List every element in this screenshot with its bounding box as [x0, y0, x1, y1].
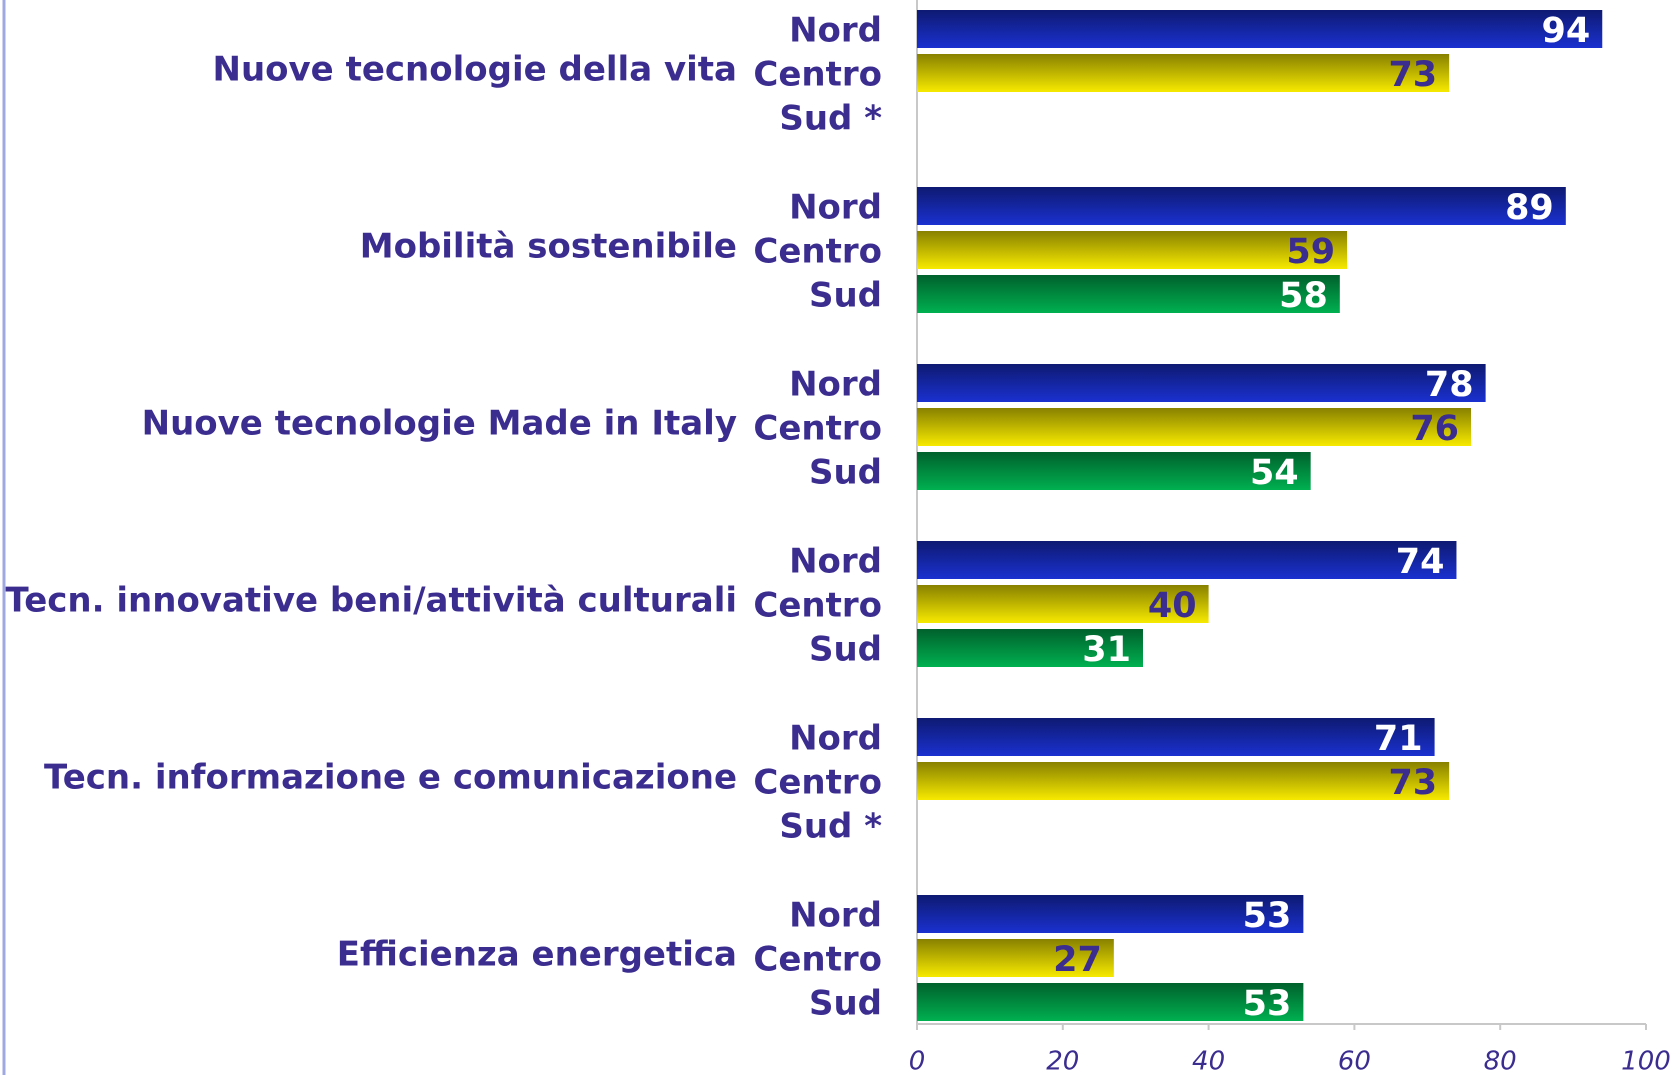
- value-label: 54: [1250, 453, 1299, 493]
- row-label: Centro: [753, 232, 882, 272]
- x-tick-label: 80: [1484, 1047, 1517, 1075]
- row-label: Sud: [809, 630, 882, 670]
- row-label: Sud: [809, 276, 882, 316]
- row-label: Centro: [753, 940, 882, 980]
- value-label: 94: [1542, 11, 1591, 51]
- row-label: Nord: [789, 542, 882, 582]
- row-label: Sud *: [779, 807, 882, 847]
- bar: [917, 231, 1348, 269]
- value-label: 58: [1279, 276, 1328, 316]
- value-label: 73: [1388, 763, 1437, 803]
- category-label: Mobilità sostenibile: [360, 227, 737, 267]
- category-label: Nuove tecnologie Made in Italy: [142, 404, 737, 444]
- value-label: 73: [1388, 55, 1437, 95]
- bar: [917, 364, 1486, 402]
- bar: [917, 762, 1450, 800]
- category-label: Tecn. innovative beni/attività culturali: [6, 581, 737, 621]
- row-label: Nord: [789, 365, 882, 405]
- bar: [917, 408, 1472, 446]
- value-label: 78: [1425, 365, 1474, 405]
- bar: [917, 939, 1114, 977]
- bar: [917, 452, 1311, 490]
- bar: [917, 983, 1304, 1021]
- row-label: Centro: [753, 763, 882, 803]
- bar: [917, 275, 1340, 313]
- category-label: Tecn. informazione e comunicazione: [44, 758, 737, 798]
- value-label: 74: [1396, 542, 1445, 582]
- row-label: Centro: [753, 586, 882, 626]
- value-label: 27: [1053, 940, 1102, 980]
- category-label: Efficienza energetica: [337, 935, 737, 975]
- bar: [917, 54, 1450, 92]
- x-tick-label: 100: [1621, 1047, 1671, 1075]
- row-label: Sud: [809, 984, 882, 1024]
- value-label: 53: [1243, 896, 1292, 936]
- value-label: 89: [1505, 188, 1554, 228]
- bar: [917, 629, 1143, 667]
- row-label: Nord: [789, 719, 882, 759]
- row-label: Nord: [789, 188, 882, 228]
- bar: [917, 187, 1566, 225]
- value-label: 53: [1243, 984, 1292, 1024]
- value-label: 71: [1374, 719, 1423, 759]
- value-label: 31: [1082, 630, 1131, 670]
- row-label: Centro: [753, 55, 882, 95]
- category-label: Nuove tecnologie della vita: [212, 50, 737, 90]
- row-label: Nord: [789, 896, 882, 936]
- row-label: Sud: [809, 453, 882, 493]
- value-label: 76: [1410, 409, 1459, 449]
- bar: [917, 541, 1457, 579]
- value-label: 59: [1286, 232, 1335, 272]
- row-label: Nord: [789, 11, 882, 51]
- bar: [917, 718, 1435, 756]
- row-label: Centro: [753, 409, 882, 449]
- x-tick-label: 0: [909, 1047, 926, 1075]
- row-label: Sud *: [779, 99, 882, 139]
- bar: [917, 585, 1209, 623]
- x-tick-label: 40: [1192, 1047, 1225, 1075]
- value-label: 40: [1148, 586, 1197, 626]
- x-tick-label: 20: [1046, 1047, 1079, 1075]
- x-tick-label: 60: [1338, 1047, 1371, 1075]
- bar: [917, 10, 1603, 48]
- bar: [917, 895, 1304, 933]
